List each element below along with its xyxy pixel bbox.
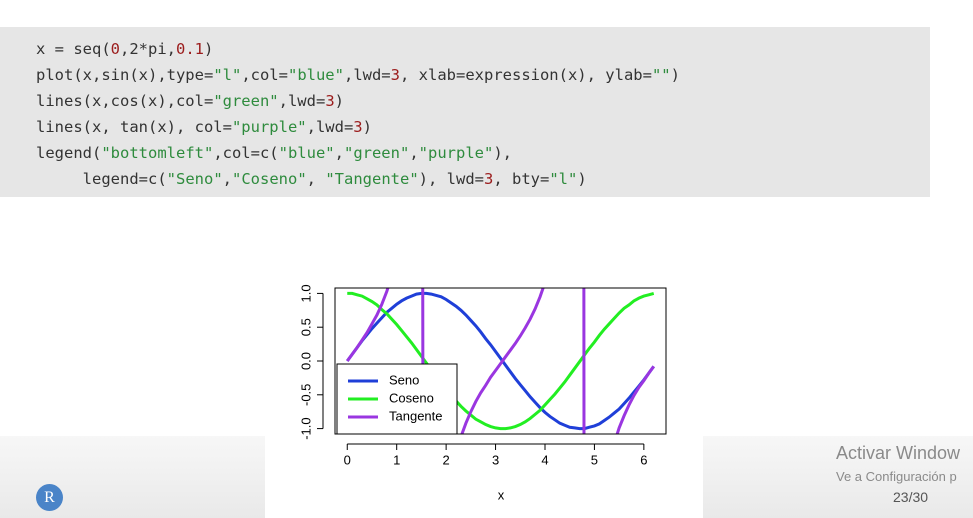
- code-token: legend(: [36, 144, 102, 162]
- code-token: , xlab=expression(x), ylab=: [400, 66, 652, 84]
- code-token: ,lwd=: [278, 92, 326, 110]
- code-token: plot(x,sin(x),type=: [36, 66, 214, 84]
- code-token: "Seno": [166, 170, 223, 188]
- code-token: legend=c(: [36, 170, 167, 188]
- code-line: plot(x,sin(x),type="l",col="blue",lwd=3,…: [36, 62, 930, 88]
- x-axis-label: x: [498, 487, 505, 502]
- series-line: [346, 291, 655, 431]
- code-token: ), lwd=: [418, 170, 484, 188]
- code-token: ,col=c(: [213, 144, 279, 162]
- legend-label: Seno: [389, 372, 419, 387]
- code-token: 3: [353, 118, 363, 136]
- code-token: ,: [222, 170, 232, 188]
- code-token: "purple": [418, 144, 494, 162]
- code-token: "bottomleft": [101, 144, 214, 162]
- code-token: ,col=: [241, 66, 288, 84]
- code-token: 0.1: [176, 40, 204, 58]
- code-token: "blue": [287, 66, 344, 84]
- code-token: "l": [549, 170, 578, 188]
- plot-frame: [334, 287, 667, 435]
- code-line: lines(x,cos(x),col="green",lwd=3): [36, 88, 930, 114]
- x-tick-label: 1: [393, 452, 400, 467]
- r-logo: R: [36, 484, 63, 511]
- code-token: lines(x,cos(x),col=: [36, 92, 214, 110]
- chart: x 0 1 2 3 4 5 6 -1.0 -0.5 0.0 0.5 1.0 Seno Coseno Tang…: [265, 270, 703, 518]
- code-token: "": [651, 66, 671, 84]
- x-tick-label: 2: [443, 452, 450, 467]
- watermark-title: Activar Window: [836, 443, 961, 463]
- code-token: ),: [493, 144, 512, 162]
- code-block: x = seq(0,2*pi,0.1) plot(x,sin(x),type="l…: [0, 27, 930, 197]
- legend-label: Tangente: [389, 408, 443, 423]
- x-tick-label: 6: [640, 452, 647, 467]
- y-tick-label: 0.5: [298, 318, 313, 336]
- code-token: "green": [213, 92, 279, 110]
- slide-number: 23/30: [893, 489, 929, 505]
- code-token: "Tangente": [325, 170, 419, 188]
- code-token: ,: [334, 144, 344, 162]
- code-token: "blue": [278, 144, 335, 162]
- code-token: ): [204, 40, 214, 58]
- x-tick-label: 4: [541, 452, 548, 467]
- code-token: , bty=: [493, 170, 550, 188]
- code-token: ,: [306, 170, 326, 188]
- y-tick-label: -1.0: [298, 417, 313, 439]
- code-token: ,2*pi,: [120, 40, 176, 58]
- code-token: ,lwd=: [343, 66, 391, 84]
- code-token: 3: [325, 92, 335, 110]
- code-token: ,lwd=: [306, 118, 354, 136]
- watermark-subtitle: Ve a Configuración p: [836, 469, 957, 484]
- series-line: [347, 291, 655, 431]
- code-token: 3: [390, 66, 400, 84]
- code-token: "green": [343, 144, 410, 162]
- code-token: ): [334, 92, 344, 110]
- y-tick-label: -0.5: [298, 384, 313, 406]
- x-tick-label: 0: [344, 452, 351, 467]
- plot-lines: [346, 288, 655, 434]
- code-line: x = seq(0,2*pi,0.1): [36, 36, 930, 62]
- code-token: "Coseno": [232, 170, 307, 188]
- code-line: legend("bottomleft",col=c("blue","green"…: [36, 140, 930, 166]
- code-token: "l": [213, 66, 242, 84]
- y-tick-label: 1.0: [298, 284, 313, 302]
- code-token: 0: [110, 40, 120, 58]
- x-tick-label: 5: [591, 452, 598, 467]
- code-token: ): [670, 66, 680, 84]
- x-tick-label: 3: [492, 452, 499, 467]
- code-token: ,: [409, 144, 419, 162]
- code-token: "purple": [231, 118, 307, 136]
- series-line: [346, 288, 655, 434]
- code-line: legend=c("Seno","Coseno", "Tangente"), l…: [36, 166, 930, 192]
- y-tick-label: 0.0: [298, 352, 313, 370]
- code-token: x = seq(: [36, 40, 111, 58]
- code-token: ): [362, 118, 372, 136]
- code-token: ): [577, 170, 587, 188]
- code-token: lines(x, tan(x), col=: [36, 118, 232, 136]
- code-line: lines(x, tan(x), col="purple",lwd=3): [36, 114, 930, 140]
- legend-label: Coseno: [389, 390, 434, 405]
- code-token: 3: [483, 170, 494, 188]
